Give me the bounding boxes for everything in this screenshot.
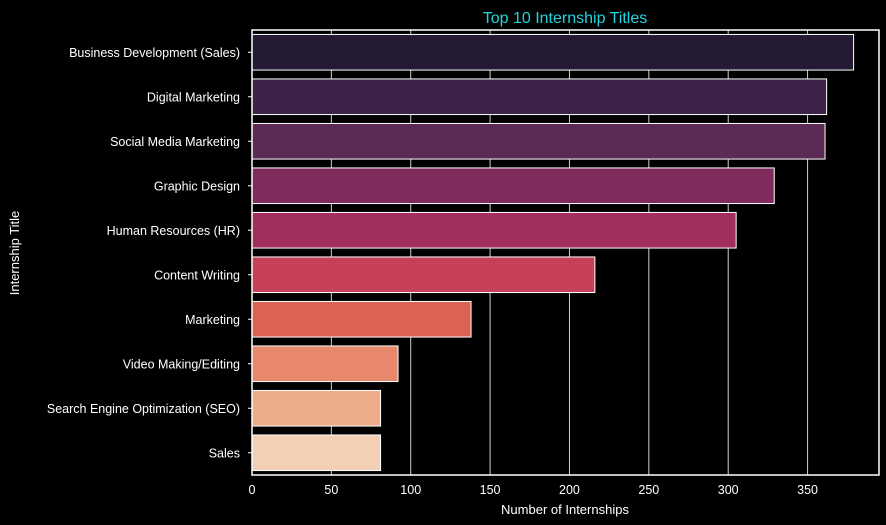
y-tick-label: Sales	[209, 446, 240, 460]
y-tick-label: Social Media Marketing	[110, 135, 240, 149]
y-tick-label: Content Writing	[154, 268, 240, 282]
bar	[251, 167, 775, 205]
x-tick-label: 300	[718, 483, 739, 497]
bar	[251, 345, 399, 383]
plot-frame	[251, 29, 880, 476]
y-tick-label: Graphic Design	[154, 179, 240, 193]
x-tick-label: 0	[249, 483, 256, 497]
bar	[251, 389, 382, 427]
x-tick-label: 100	[400, 483, 421, 497]
y-tick-label: Video Making/Editing	[123, 357, 240, 371]
y-tick-label: Human Resources (HR)	[107, 224, 240, 238]
x-tick-label: 200	[559, 483, 580, 497]
x-tick-label: 150	[480, 483, 501, 497]
x-tick-label: 50	[324, 483, 338, 497]
bar	[251, 33, 855, 71]
y-tick-label: Business Development (Sales)	[69, 46, 240, 60]
bar	[251, 211, 737, 249]
chart-title: Top 10 Internship Titles	[483, 10, 648, 27]
x-tick-label: 350	[797, 483, 818, 497]
x-tick-labels: 0 50 100 150 200 250 300 350	[249, 483, 819, 497]
x-tick-label: 250	[638, 483, 659, 497]
y-tick-label: Search Engine Optimization (SEO)	[47, 402, 240, 416]
bar	[251, 300, 472, 338]
bar	[251, 256, 596, 294]
y-tick-labels: Business Development (Sales) Digital Mark…	[47, 46, 252, 460]
x-axis-label: Number of Internships	[501, 502, 629, 517]
bar	[251, 78, 828, 116]
y-tick-label: Digital Marketing	[147, 90, 240, 104]
y-axis-label: Internship Title	[7, 211, 22, 296]
bar	[251, 122, 826, 160]
y-tick-label: Marketing	[185, 313, 240, 327]
bar	[251, 434, 382, 472]
